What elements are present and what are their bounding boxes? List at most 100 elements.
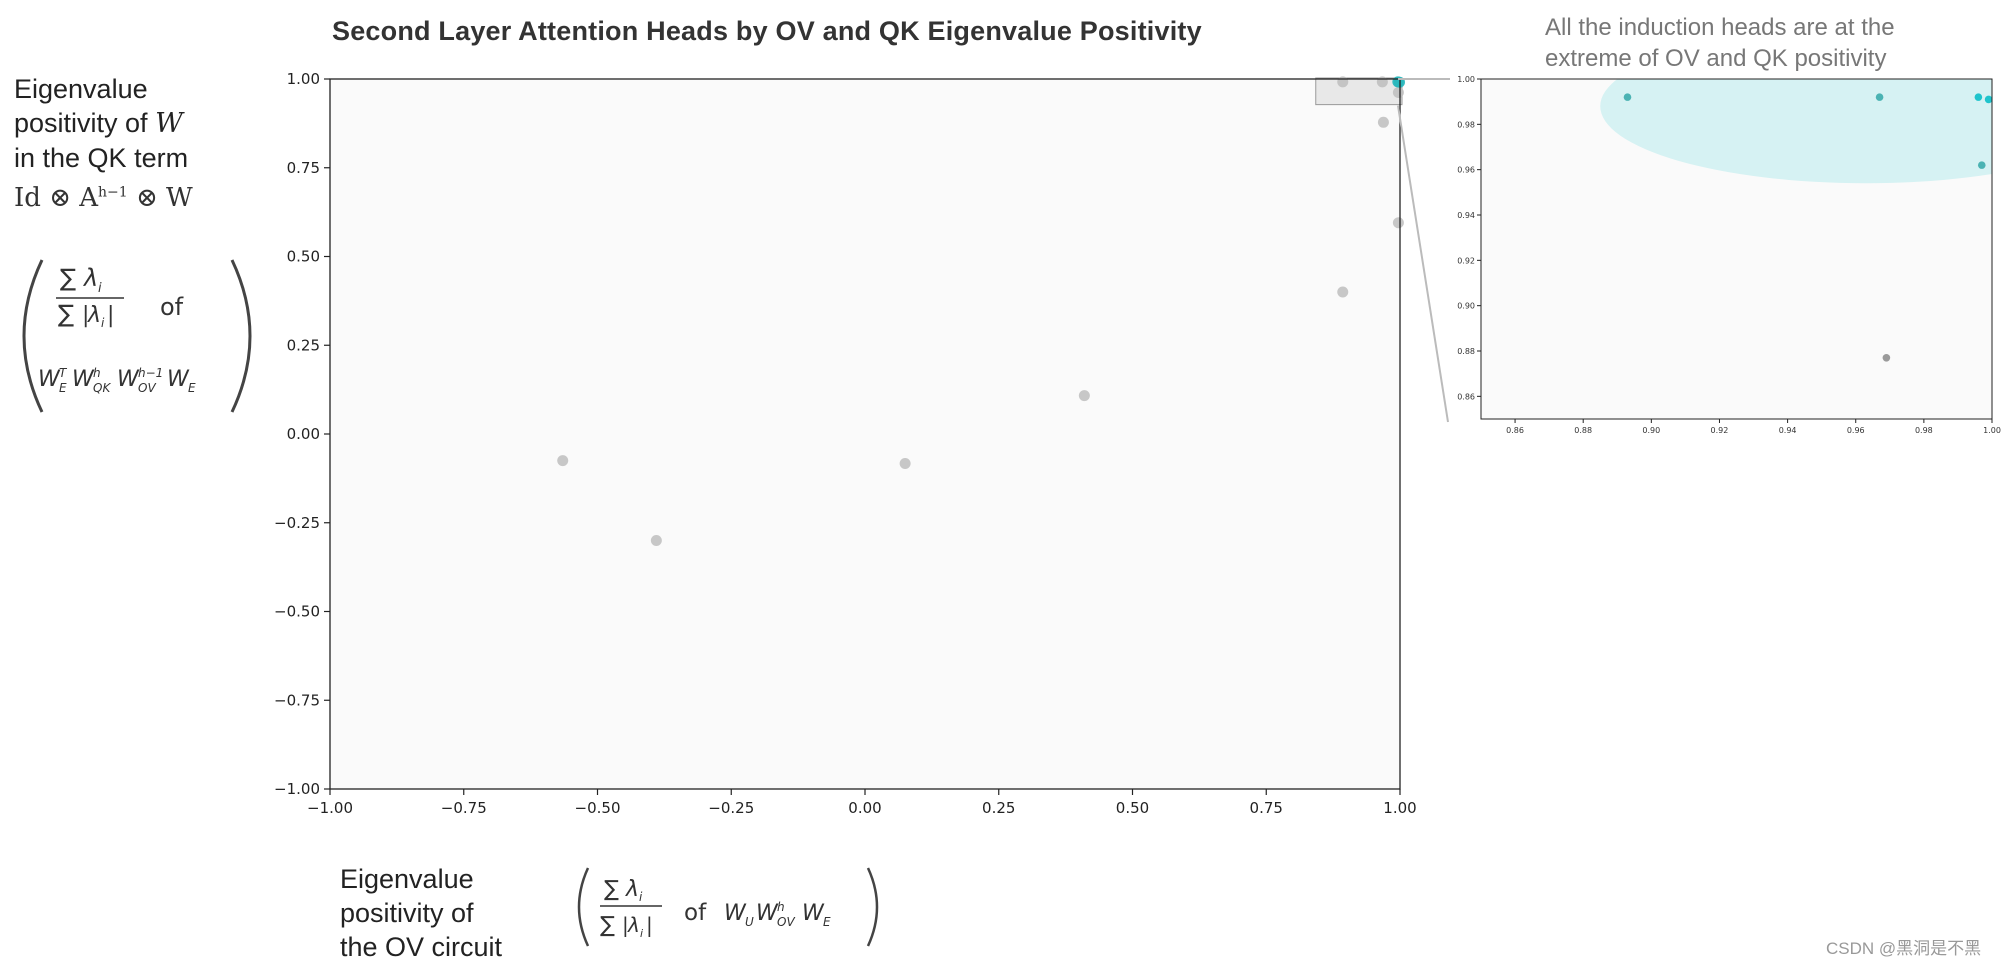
svg-text:λ: λ bbox=[87, 303, 101, 328]
inset-x-tick-label: 0.88 bbox=[1574, 426, 1592, 435]
svg-text:T: T bbox=[59, 366, 68, 380]
data-point bbox=[1392, 217, 1404, 229]
x-label-line3: the OV circuit bbox=[340, 932, 503, 962]
inset-scatter-plot: 0.86 0.88 0.90 0.92 0.94 0.96 0.98 1.00 1.00 0.98… bbox=[1457, 75, 2001, 435]
y-tick-label: −0.50 bbox=[274, 603, 320, 621]
x-label-line2: positivity of bbox=[340, 898, 474, 928]
x-tick-label: −1.00 bbox=[307, 799, 353, 817]
inset-y-tick-label: 0.90 bbox=[1457, 302, 1475, 311]
chart-title: Second Layer Attention Heads by OV and Q… bbox=[332, 16, 1202, 46]
data-point bbox=[557, 455, 569, 467]
svg-text:h−1: h−1 bbox=[138, 366, 163, 380]
inset-data-point bbox=[1984, 95, 1993, 104]
svg-text:W: W bbox=[802, 901, 825, 926]
y-formula-tail: ⊗ W bbox=[135, 183, 193, 213]
annotation-line2: extreme of OV and QK positivity bbox=[1545, 45, 1887, 72]
inset-y-tick-label: 0.92 bbox=[1457, 256, 1475, 265]
inset-x-tick-label: 0.94 bbox=[1779, 426, 1797, 435]
x-tick-label: 0.75 bbox=[1250, 799, 1283, 817]
svg-text:|: | bbox=[646, 913, 653, 937]
y-tick-label: 0.50 bbox=[287, 248, 320, 266]
x-tick-label: 0.50 bbox=[1116, 799, 1149, 817]
plot-area bbox=[330, 79, 1400, 789]
data-point bbox=[650, 535, 662, 546]
y-formula-kronecker: Id ⊗ Ah−1 ⊗ W bbox=[14, 183, 193, 213]
x-tick-label: −0.25 bbox=[708, 799, 754, 817]
inset-data-point bbox=[1875, 93, 1884, 101]
data-point bbox=[1078, 390, 1090, 402]
data-point bbox=[899, 457, 911, 469]
svg-text:W: W bbox=[756, 901, 779, 926]
inset-annotation: All the induction heads are at the extre… bbox=[1545, 12, 1895, 74]
y-label-var: W bbox=[155, 108, 183, 139]
inset-x-tick-label: 0.92 bbox=[1711, 426, 1729, 435]
data-point bbox=[1337, 76, 1349, 88]
y-formula-sup: h−1 bbox=[98, 184, 128, 201]
svg-text:QK: QK bbox=[93, 381, 111, 395]
svg-text:i: i bbox=[639, 890, 643, 904]
y-tick-label: −0.75 bbox=[274, 691, 320, 709]
inset-x-tick-label: 0.98 bbox=[1915, 426, 1933, 435]
y-label-line1: Eigenvalue bbox=[14, 74, 148, 104]
svg-text:W: W bbox=[72, 367, 95, 392]
y-tick-label: −1.00 bbox=[274, 780, 320, 798]
svg-text:W: W bbox=[167, 367, 190, 392]
x-tick-label: 0.00 bbox=[848, 799, 881, 817]
connector-bottom bbox=[1397, 105, 1449, 423]
x-label-line1: Eigenvalue bbox=[340, 864, 474, 894]
y-tick-label: −0.25 bbox=[274, 514, 320, 532]
svg-text:i: i bbox=[98, 281, 102, 296]
inset-y-tick-label: 1.00 bbox=[1457, 75, 1475, 84]
y-tick-label: 0.25 bbox=[287, 336, 320, 354]
svg-text:|: | bbox=[622, 913, 629, 937]
svg-text:|: | bbox=[82, 303, 89, 328]
inset-x-tick-label: 1.00 bbox=[1983, 426, 2001, 435]
svg-text:λ: λ bbox=[82, 264, 98, 292]
svg-text:E: E bbox=[823, 915, 831, 929]
inset-data-point bbox=[1977, 161, 1986, 169]
induction-highlight-ellipse bbox=[1600, 79, 1992, 184]
x-tick-label: 0.25 bbox=[982, 799, 1015, 817]
watermark-text: CSDN @黑洞是不黑 bbox=[1826, 939, 1982, 958]
svg-text:E: E bbox=[59, 381, 67, 395]
y-axis-label: Eigenvalue positivity of W in the QK ter… bbox=[14, 72, 254, 175]
y-tick-label: 1.00 bbox=[287, 70, 320, 88]
inset-data-point bbox=[1882, 354, 1891, 362]
x-formula-of: of bbox=[684, 900, 707, 926]
inset-frame bbox=[1480, 78, 1993, 420]
inset-y-tick-label: 0.94 bbox=[1457, 211, 1475, 220]
x-tick-label: −0.75 bbox=[441, 799, 487, 817]
plot-frame bbox=[329, 78, 1401, 790]
svg-text:|: | bbox=[107, 303, 114, 328]
inset-y-tick-label: 0.98 bbox=[1457, 120, 1475, 129]
inset-x-tick-label: 0.90 bbox=[1642, 426, 1660, 435]
svg-text:i: i bbox=[640, 927, 643, 940]
svg-text:W: W bbox=[38, 367, 61, 392]
annotation-line1: All the induction heads are at the bbox=[1545, 14, 1895, 41]
svg-text:OV: OV bbox=[138, 381, 156, 395]
svg-text:∑: ∑ bbox=[600, 913, 615, 938]
y-formula-part: Id ⊗ A bbox=[14, 183, 99, 213]
svg-text:∑: ∑ bbox=[604, 877, 619, 902]
x-axis-label: Eigenvalue positivity of the OV circuit bbox=[340, 862, 502, 964]
inset-x-tick-label: 0.96 bbox=[1847, 426, 1865, 435]
zoom-region-box bbox=[1315, 77, 1403, 106]
y-tick-label: 0.00 bbox=[287, 425, 320, 443]
x-tick-label: 1.00 bbox=[1383, 799, 1416, 817]
data-point bbox=[1377, 116, 1389, 128]
svg-text:h: h bbox=[777, 900, 785, 914]
inset-data-point bbox=[1974, 93, 1983, 101]
svg-text:h: h bbox=[93, 366, 101, 380]
svg-text:λ: λ bbox=[627, 913, 640, 937]
data-point bbox=[1337, 286, 1349, 298]
main-scatter-plot: −1.00 −0.75 −0.50 −0.25 0.00 0.25 0.50 0.75 1.00… bbox=[274, 70, 1417, 817]
y-label-line3: in the QK term bbox=[14, 143, 189, 173]
data-point bbox=[1376, 76, 1388, 88]
svg-text:U: U bbox=[745, 915, 754, 929]
inset-data-point bbox=[1623, 93, 1632, 101]
x-tick-label: −0.50 bbox=[575, 799, 621, 817]
svg-text:W: W bbox=[117, 367, 140, 392]
